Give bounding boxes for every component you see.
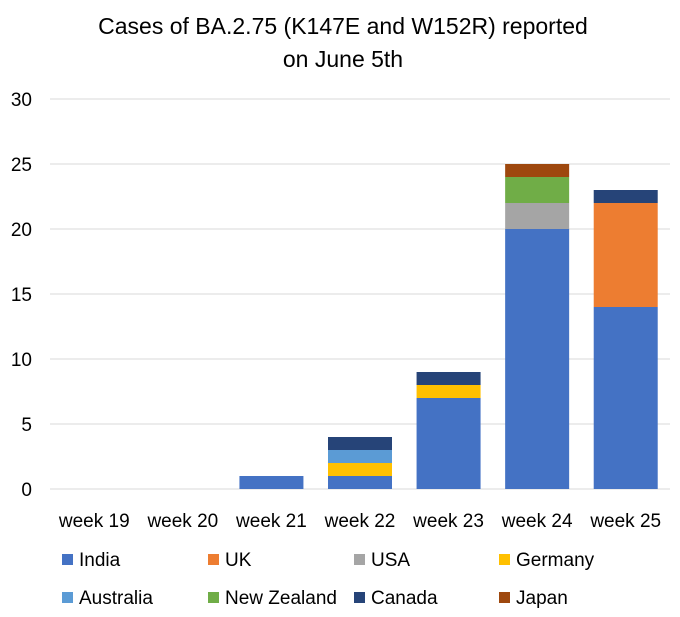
- legend-label-germany: Germany: [516, 550, 595, 571]
- y-tick-label: 0: [21, 480, 32, 501]
- y-tick-label: 10: [11, 350, 32, 371]
- legend-swatch-india: [62, 554, 73, 565]
- legend-swatch-canada: [354, 592, 365, 603]
- bar-segment-japan-week-24: [505, 164, 570, 177]
- legend-swatch-australia: [62, 592, 73, 603]
- y-tick-label: 30: [11, 90, 32, 111]
- legend-label-india: India: [79, 550, 121, 571]
- y-tick-label: 20: [11, 220, 32, 241]
- bar-segment-new-zealand-week-24: [505, 177, 570, 203]
- y-axis-ticks: 0 5 10 15 20 25 30: [11, 90, 32, 501]
- gridlines: [50, 98, 670, 490]
- legend-swatch-uk: [208, 554, 219, 565]
- bar-segment-india-week-25: [593, 307, 658, 489]
- bar-segment-india-week-21: [239, 476, 304, 489]
- x-tick-label: week 24: [501, 511, 573, 532]
- y-tick-label: 15: [11, 285, 32, 306]
- y-tick-label: 5: [21, 415, 32, 436]
- legend-swatch-usa: [354, 554, 365, 565]
- legend-label-australia: Australia: [79, 588, 153, 609]
- legend-swatch-germany: [499, 554, 510, 565]
- x-tick-label: week 19: [58, 511, 130, 532]
- bar-segment-canada-week-23: [416, 372, 481, 385]
- bar-segment-india-week-23: [416, 398, 481, 489]
- bar-segment-india-week-24: [505, 229, 570, 489]
- chart-title-line-1: Cases of BA.2.75 (K147E and W152R) repor…: [98, 13, 588, 39]
- x-tick-label: week 21: [235, 511, 307, 532]
- x-tick-label: week 20: [146, 511, 218, 532]
- y-tick-label: 25: [11, 155, 32, 176]
- legend-label-japan: Japan: [516, 588, 568, 609]
- legend-label-canada: Canada: [371, 588, 438, 609]
- legend-label-uk: UK: [225, 550, 252, 571]
- legend-label-new-zealand: New Zealand: [225, 588, 337, 609]
- bar-segment-india-week-22: [328, 476, 392, 489]
- legend-label-usa: USA: [371, 550, 410, 571]
- x-tick-label: week 25: [589, 511, 661, 532]
- bar-segment-canada-week-22: [328, 437, 392, 450]
- x-tick-label: week 23: [412, 511, 484, 532]
- chart-title-line-2: on June 5th: [283, 46, 403, 72]
- bar-segment-usa-week-24: [505, 203, 570, 229]
- bar-segment-australia-week-22: [328, 450, 392, 463]
- legend-swatch-new-zealand: [208, 592, 219, 603]
- bar-segment-uk-week-25: [593, 203, 658, 307]
- legend: India UK USA Germany Australia New Zealand Can…: [62, 550, 595, 609]
- x-tick-label: week 22: [324, 511, 396, 532]
- bar-segment-canada-week-25: [593, 190, 658, 203]
- bar-segment-germany-week-23: [416, 385, 481, 398]
- legend-swatch-japan: [499, 592, 510, 603]
- x-axis-ticks: week 19 week 20 week 21 week 22 week 23 week …: [58, 511, 661, 532]
- bars: [239, 164, 658, 489]
- bar-segment-germany-week-22: [328, 463, 392, 476]
